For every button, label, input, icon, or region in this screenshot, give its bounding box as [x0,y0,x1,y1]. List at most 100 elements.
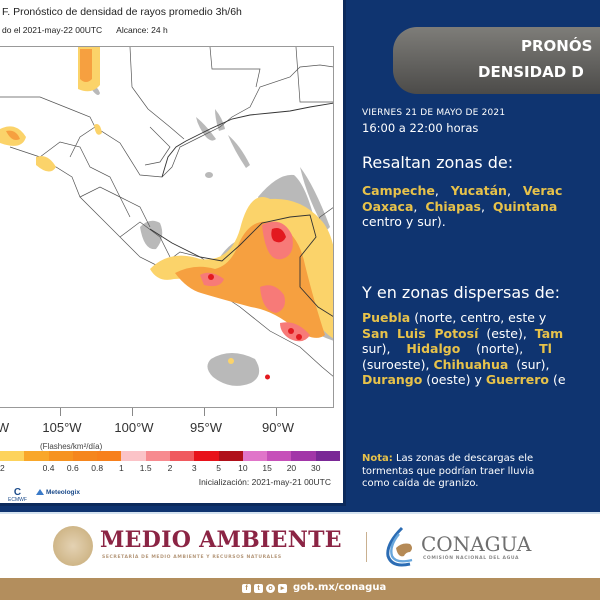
colorbar-tick-label: 1.5 [139,463,152,473]
colorbar-tick-label: 3 [191,463,197,473]
state-name: Yucatán [450,183,507,198]
meteologix-logo: Meteologix [36,489,80,496]
semarnat-subtitle: SECRETARÍA DE MEDIO AMBIENTE Y RECURSOS … [102,555,282,560]
longitude-ticks [0,408,334,418]
state-name: Chiapas [425,198,481,214]
colorbar-tick-label: 30 [310,463,321,473]
mexico-seal-icon [53,526,93,566]
meteologix-icon [36,489,44,495]
social-icons: f t o ▸ [242,584,287,593]
conagua-url-link[interactable]: gob.mx/conagua [293,582,387,593]
colorbar-tick-label: 0.6 [66,463,79,473]
highlight-states: Campeche, Yucatán, Verac Oaxaca, Chiapas,… [362,183,600,230]
lightning-forecast-map-panel: F. Pronóstico de densidad de rayos prome… [0,0,346,506]
text-line: Oaxaca, Chiapas, Quintana [362,199,600,215]
colorbar-swatch [48,451,73,461]
meteologix-label: Meteologix [46,489,80,496]
initialization-time: Inicialización: 2021-may-21 00UTC [198,477,331,487]
map-valid-time: do el 2021-may-22 00UTC [2,25,103,35]
text-segment: , [480,198,493,214]
infographic-body: F. Pronóstico de densidad de rayos prome… [0,0,600,512]
state-name: Guerrero [485,372,550,387]
lon-label-90w: 90°W [262,420,294,435]
conagua-subtitle: COMISIÓN NACIONAL DEL AGUA [423,556,520,561]
lon-label-partial: W [0,420,10,435]
footer-logos: MEDIO AMBIENTE SECRETARÍA DE MEDIO AMBIE… [0,512,600,578]
note-label: Nota: [362,453,393,464]
twitter-icon[interactable]: t [254,584,263,593]
note-line-2: tormentas que podrían traer lluvia [362,465,535,477]
colorbar-tick-label: 2 [0,463,5,473]
forecast-date: VIERNES 21 DE MAYO DE 2021 [362,108,506,118]
note-line-3: como caída de granizo. [362,478,479,489]
colorbar-swatch [291,451,316,461]
lon-label-95w: 95°W [190,420,222,435]
text-segment: (norte, centro, este y [410,310,547,325]
text-segment: (suroeste), [362,356,434,372]
text-line: Durango (oeste) y Guerrero (e [362,372,600,388]
tick-95w [204,408,205,416]
conagua-water-drop-icon [386,526,413,567]
colorbar-swatch [267,451,292,461]
scattered-heading: Y en zonas dispersas de: [362,283,560,302]
logo-divider [366,532,367,562]
text-segment: (sur), [508,356,550,372]
colorbar-swatch [242,451,268,461]
conagua-title: CONAGUA [421,532,532,556]
highlight-heading: Resaltan zonas de: [362,153,514,172]
state-name: Verac [522,183,563,198]
state-name: Tam [534,325,564,341]
colorbar-swatch [169,451,195,461]
colorbar-tick-label: 0.4 [42,463,55,473]
text-segment: sur), [362,341,407,356]
youtube-icon[interactable]: ▸ [278,584,287,593]
text-line: San Luis Potosí (este), Tam [362,326,600,342]
colorbar-tick-label: 1 [119,463,124,473]
map-subtitle: do el 2021-may-22 00UTC Alcance: 24 h [2,25,168,35]
text-segment: (norte), [460,341,540,356]
colorbar-swatch [97,451,122,461]
tick-100w [132,408,133,416]
text-segment: centro y sur). [362,214,446,229]
text-line: sur), Hidalgo (norte), Tl [362,341,600,357]
text-line: (suroeste), Chihuahua (sur), [362,357,600,373]
facebook-icon[interactable]: f [242,584,251,593]
text-segment: , [434,183,451,198]
colorbar-swatch [0,451,25,461]
map-title: F. Pronóstico de densidad de rayos prome… [2,6,242,18]
state-name: Puebla [362,310,411,325]
colorbar-swatch [72,451,98,461]
colorbar-tick-label: 5 [216,463,221,473]
lon-label-100w: 100°W [114,420,154,435]
colorbar-swatch [24,451,49,461]
colorbar-tick-label: 10 [238,463,248,473]
state-name: San Luis Potosí [362,325,479,341]
state-name: Chihuahua [433,356,509,372]
ecmwf-label: ECMWF [8,497,27,503]
tick-90w [276,408,277,416]
text-segment: , [413,198,426,214]
colorbar-swatch [218,451,243,461]
state-name: Hidalgo [406,341,461,356]
text-line: centro y sur). [362,214,600,230]
note-line-1: Las zonas de descargas ele [392,453,534,464]
instagram-icon[interactable]: o [266,584,275,593]
map-area [0,46,334,408]
semarnat-title: MEDIO AMBIENTE [100,527,342,553]
title-line-2: DENSIDAD D [478,63,584,81]
text-segment: (e [549,372,566,387]
ecmwf-icon: C [13,487,22,498]
scattered-states: Puebla (norte, centro, este y San Luis Po… [362,310,600,388]
colorbar-swatch [315,451,340,461]
footer-social-bar: f t o ▸ gob.mx/conagua [0,578,600,600]
forecast-hours: 16:00 a 22:00 horas [362,121,479,135]
colorbar-tick-label: 2 [167,463,173,473]
state-name: Durango [362,372,423,387]
state-name: Quintana [492,198,558,214]
ecmwf-logo: C ECMWF [8,487,27,504]
tick-105w [60,408,61,416]
state-name: Campeche [362,183,435,198]
text-line: Puebla (norte, centro, este y [362,310,600,326]
state-name: Tl [539,341,552,356]
colorbar-tick-label: 20 [286,463,297,473]
